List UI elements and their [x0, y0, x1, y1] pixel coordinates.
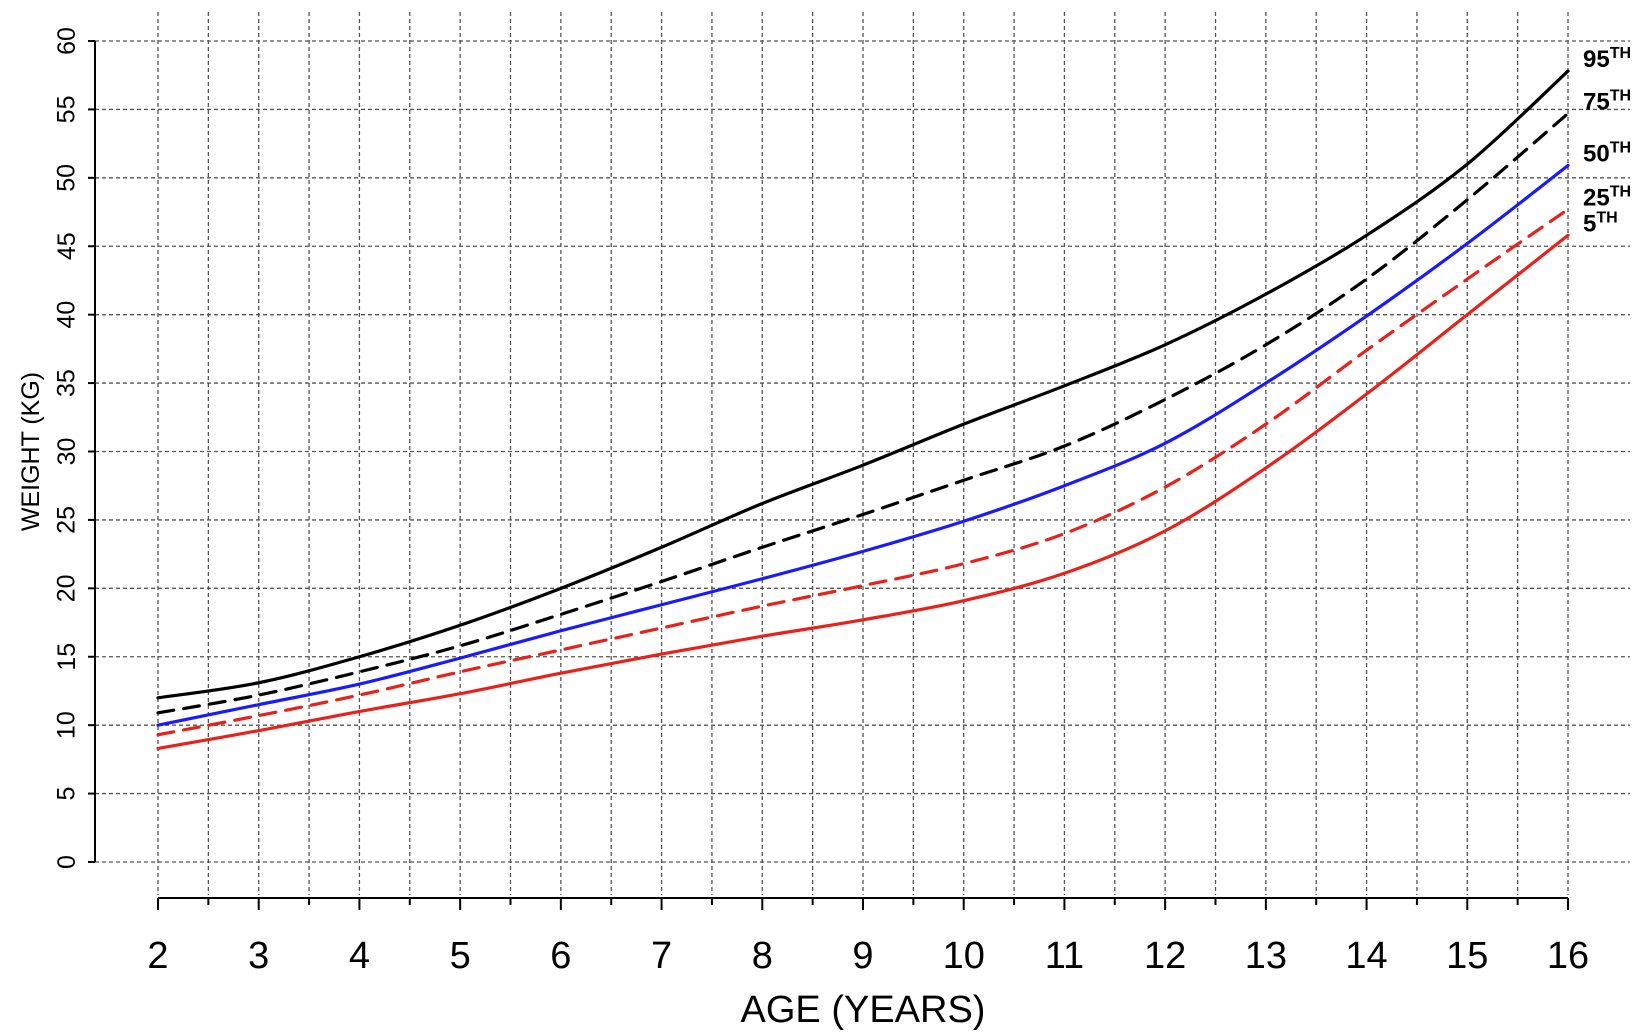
series-lines: [156, 69, 1570, 751]
x-tick-label: 13: [1245, 935, 1287, 977]
y-tick-label: 15: [53, 643, 81, 671]
y-tick-label: 45: [53, 232, 81, 260]
series-label-75th: 75TH: [1583, 88, 1631, 116]
y-tick-label: 50: [53, 164, 81, 192]
series-line-95th: [156, 69, 1570, 700]
x-tick-label: 15: [1446, 935, 1488, 977]
y-tick-label: 20: [53, 574, 81, 602]
series-label-95th: 95TH: [1583, 45, 1631, 73]
x-axis-ticks: 2 3 4 5 6 7 8 9 10 11 12 13 14 15 16: [147, 898, 1589, 977]
y-axis-ticks: 0 5 10 15 20 25 30 35 40 45 50 55 60: [53, 27, 95, 869]
x-tick-label: 6: [550, 935, 571, 977]
series-label-suffix: TH: [1610, 45, 1631, 62]
grid: [95, 12, 1630, 895]
x-tick-label: 3: [248, 935, 269, 977]
y-tick-label: 35: [53, 369, 81, 397]
series-line-25th: [156, 207, 1570, 737]
series-line-75th: [156, 111, 1570, 715]
series-label-suffix: TH: [1610, 140, 1631, 157]
y-tick-label: 10: [53, 711, 81, 739]
series-label-suffix: TH: [1596, 209, 1617, 226]
series-label-25th: 25TH: [1583, 183, 1631, 211]
y-tick-label: 0: [53, 855, 81, 869]
y-tick-label: 5: [53, 787, 81, 801]
x-tick-label: 11: [1045, 935, 1084, 977]
x-tick-label: 2: [147, 935, 168, 977]
x-tick-label: 5: [450, 935, 471, 977]
x-tick-label: 7: [651, 935, 672, 977]
x-axis-title: AGE (YEARS): [741, 989, 986, 1031]
x-tick-label: 4: [349, 935, 370, 977]
series-label-suffix: TH: [1610, 183, 1631, 200]
y-tick-label: 55: [53, 96, 81, 124]
x-tick-label: 16: [1547, 935, 1589, 977]
x-tick-label: 12: [1144, 935, 1186, 977]
y-tick-label: 25: [53, 506, 81, 534]
x-tick-label: 9: [852, 935, 873, 977]
y-axis-title: WEIGHT (KG): [17, 372, 45, 531]
series-label-5th: 5TH: [1583, 209, 1618, 237]
series-label-suffix: TH: [1610, 88, 1631, 105]
y-tick-label: 30: [53, 438, 81, 466]
y-tick-label: 60: [53, 27, 81, 55]
series-label-50th: 50TH: [1583, 140, 1631, 168]
x-tick-label: 10: [943, 935, 985, 977]
y-tick-label: 40: [53, 301, 81, 329]
series-line-5th: [156, 233, 1570, 751]
x-tick-label: 14: [1345, 935, 1387, 977]
x-tick-label: 8: [752, 935, 773, 977]
series-line-50th: [156, 163, 1570, 727]
axes: [94, 41, 1568, 899]
